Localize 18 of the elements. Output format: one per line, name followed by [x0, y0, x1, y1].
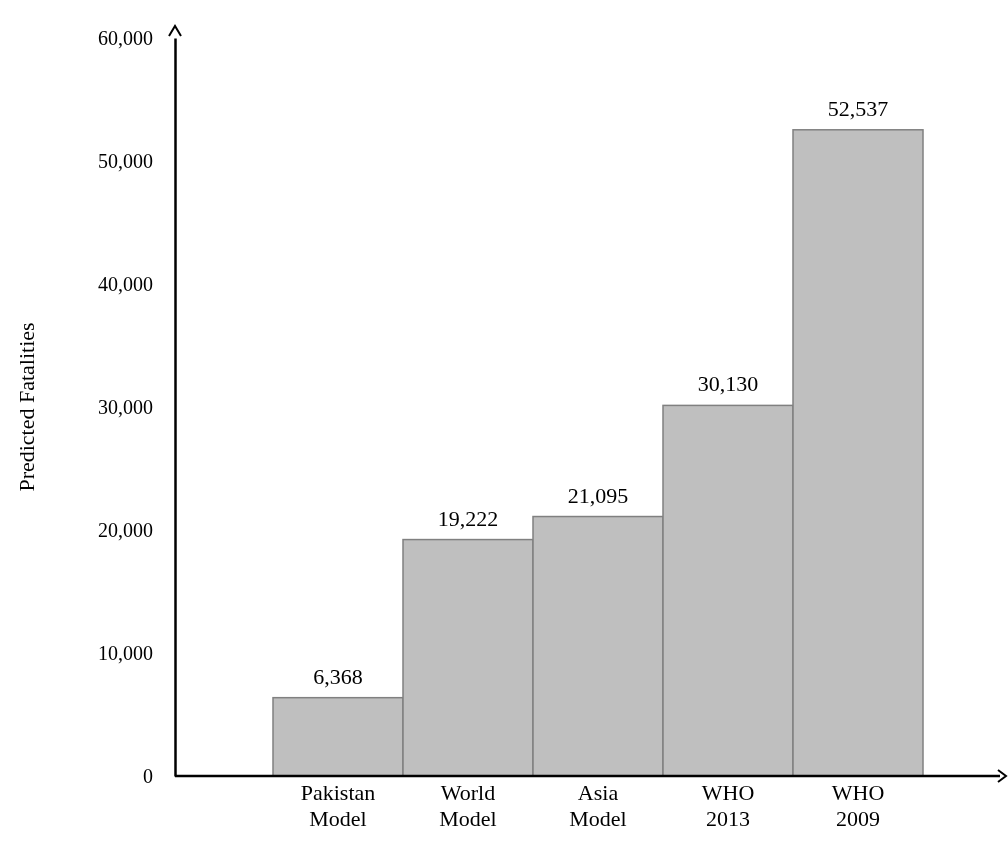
- y-tick-label: 30,000: [98, 395, 153, 418]
- data-label: 6,368: [313, 663, 363, 689]
- data-label: 52,537: [827, 95, 889, 121]
- y-tick-label: 10,000: [98, 641, 153, 664]
- y-tick-label: 0: [143, 764, 153, 787]
- data-label: 19,222: [437, 505, 499, 531]
- data-label: 21,095: [567, 482, 629, 508]
- x-tick-label: World Model: [439, 780, 497, 831]
- x-tick-label: Pakistan Model: [300, 780, 376, 831]
- x-tick-label: Asia Model: [569, 780, 627, 831]
- y-tick-label: 50,000: [98, 149, 153, 172]
- y-tick-label: 20,000: [98, 518, 153, 541]
- y-axis-title: Predicted Fatalities: [14, 322, 39, 492]
- x-tick-label: WHO 2013: [701, 780, 755, 831]
- y-tick-label: 60,000: [98, 26, 153, 49]
- y-tick-label: 40,000: [98, 272, 153, 295]
- data-label: 30,130: [697, 371, 759, 397]
- x-tick-label: WHO 2009: [831, 780, 885, 831]
